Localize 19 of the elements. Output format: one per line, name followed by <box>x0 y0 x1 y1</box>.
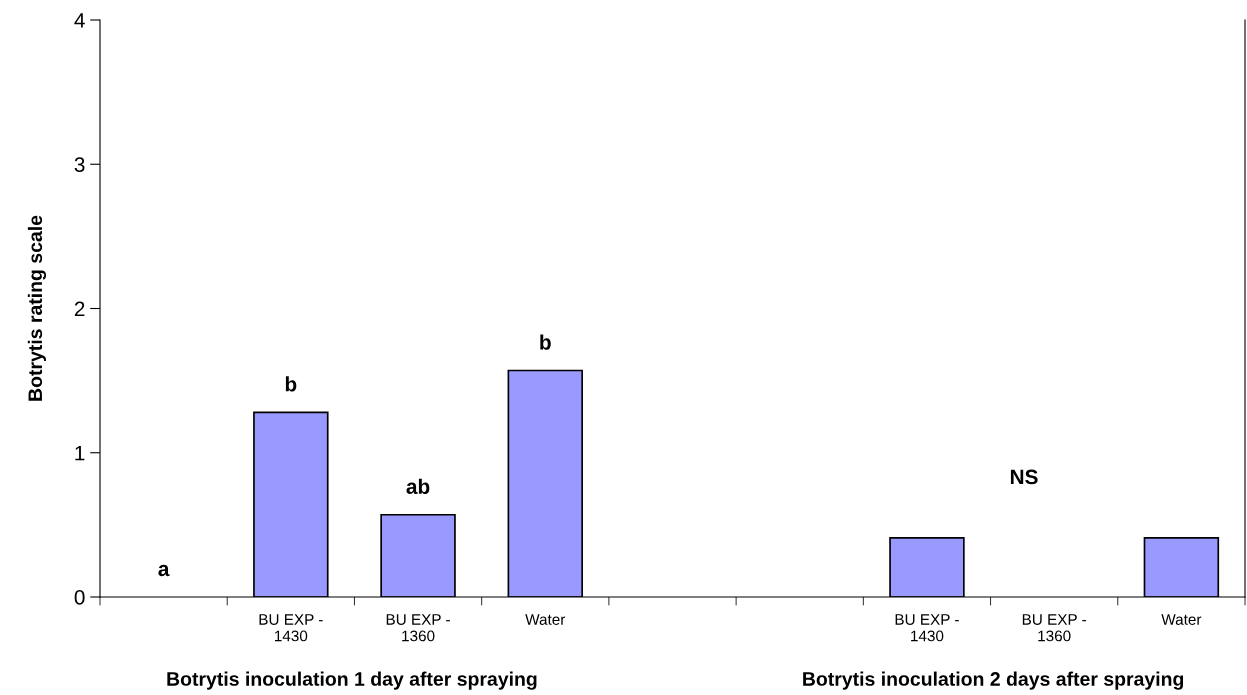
x-tick-label: BU EXP - 1430 <box>259 614 323 642</box>
x-tick-label: Water <box>525 614 566 625</box>
y-tick-label: 0 <box>74 590 85 605</box>
text: Botrytis inoculation 2 days after spraying <box>803 671 1184 690</box>
y-axis-title: Botrytis rating scale <box>27 215 47 401</box>
x-tick-label: BU EXP - 1430 <box>895 614 959 642</box>
data-label: ab <box>406 478 430 494</box>
data-label: b <box>540 334 551 350</box>
y-tick-label: 2 <box>74 301 85 317</box>
y-tick-label: 3 <box>74 157 85 172</box>
y-tick-label: 1 <box>75 445 85 461</box>
x-tick-label: BU EXP - 1360 <box>386 614 450 642</box>
y-tick-label: 4 <box>74 13 85 28</box>
data-label: b <box>285 376 297 392</box>
x-tick-label: Water <box>1161 614 1202 625</box>
data-label: a <box>158 564 170 577</box>
x-tick-label: BU EXP - 1360 <box>1022 614 1087 642</box>
text: Botrytis inoculation 1 day after spraying <box>167 671 537 690</box>
annotation: NS <box>1010 469 1038 485</box>
